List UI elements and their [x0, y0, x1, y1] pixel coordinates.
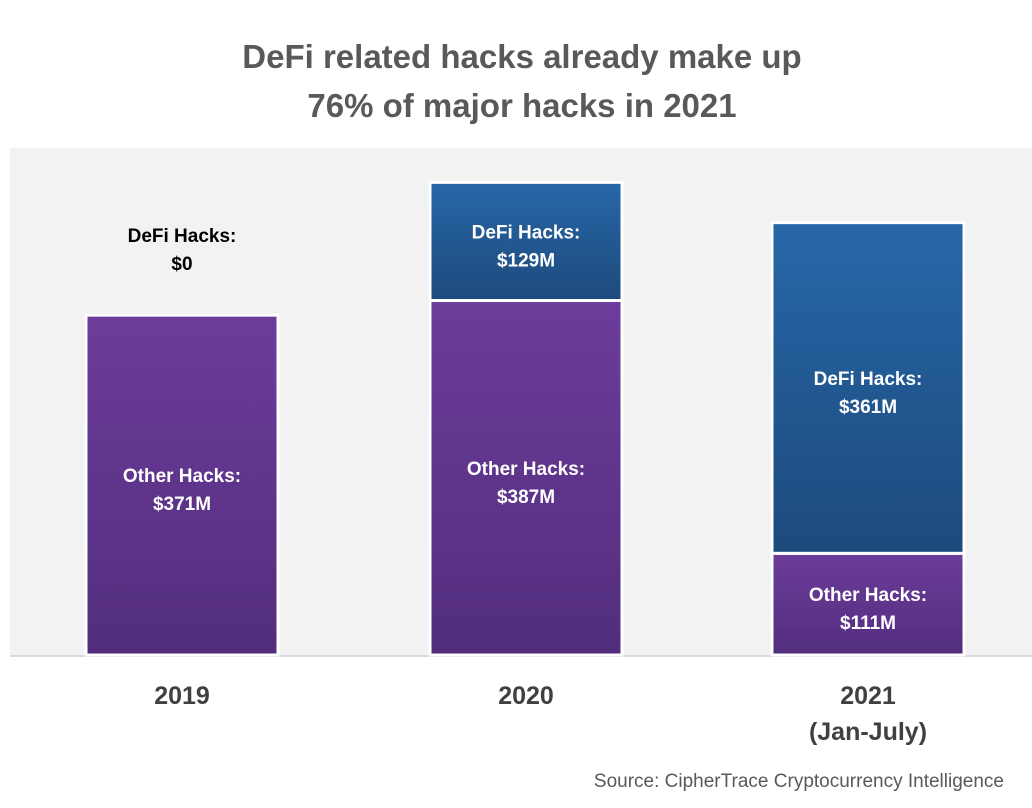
data-label-other-hacks-2021: Other Hacks:: [809, 585, 927, 606]
data-value-defi-hacks-2019: $0: [171, 254, 192, 275]
data-value-other-hacks-2021: $111M: [840, 613, 896, 634]
chart-title-line-2: 76% of major hacks in 2021: [307, 87, 736, 124]
chart-title-line-1: DeFi related hacks already make up: [242, 38, 801, 75]
x-tick-label-2019: 2019: [154, 682, 210, 710]
data-value-other-hacks-2020: $387M: [497, 487, 555, 508]
data-value-other-hacks-2019: $371M: [153, 494, 211, 515]
x-tick-label-2021: 2021: [840, 682, 896, 710]
x-tick-label-2020: 2020: [498, 682, 554, 710]
data-value-defi-hacks-2020: $129M: [497, 250, 555, 271]
bar-other-hacks-2021: [770, 551, 966, 657]
data-label-defi-hacks-2020: DeFi Hacks:: [472, 222, 581, 243]
bar-defi-hacks-2020: [428, 180, 624, 303]
data-label-defi-hacks-2019: DeFi Hacks:: [128, 226, 237, 247]
data-label-other-hacks-2019: Other Hacks:: [123, 466, 241, 487]
data-label-other-hacks-2020: Other Hacks:: [467, 459, 585, 480]
x-tick-label-2021-sub: (Jan-July): [809, 718, 927, 746]
source-note: Source: CipherTrace Cryptocurrency Intel…: [594, 771, 1004, 792]
bar-other-hacks-2019: [84, 313, 280, 657]
data-value-defi-hacks-2021: $361M: [839, 397, 897, 418]
data-label-defi-hacks-2021: DeFi Hacks:: [814, 369, 923, 390]
bar-defi-hacks-2021: [770, 221, 966, 555]
bar-other-hacks-2020: [428, 299, 624, 657]
